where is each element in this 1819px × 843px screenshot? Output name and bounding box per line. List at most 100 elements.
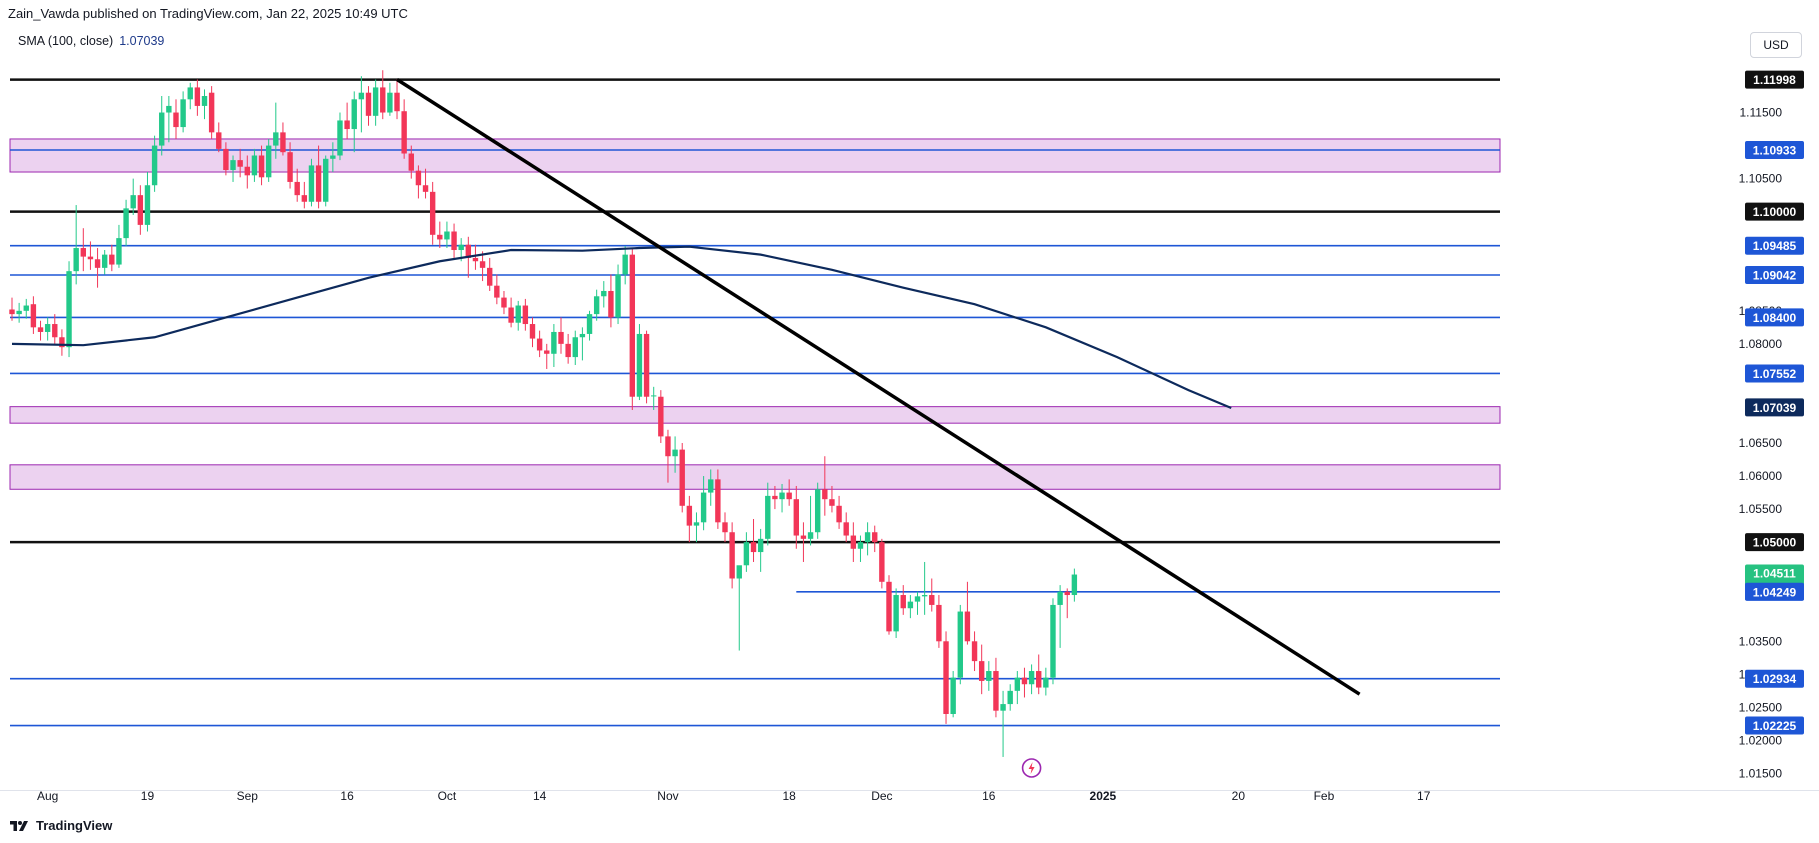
candle-body[interactable] bbox=[536, 338, 543, 351]
candle-body[interactable] bbox=[237, 160, 243, 167]
supply-demand-zone[interactable] bbox=[9, 406, 1501, 424]
candle-body[interactable] bbox=[230, 160, 236, 171]
candle-body[interactable] bbox=[380, 87, 386, 113]
candle-body[interactable] bbox=[629, 254, 636, 397]
candle-body[interactable] bbox=[800, 535, 807, 539]
candle-body[interactable] bbox=[1007, 690, 1013, 705]
candle-body[interactable] bbox=[52, 324, 58, 338]
candle-body[interactable] bbox=[814, 489, 821, 533]
candle-body[interactable] bbox=[558, 331, 564, 344]
candle-body[interactable] bbox=[301, 195, 308, 202]
candle-body[interactable] bbox=[743, 542, 750, 566]
candle-body[interactable] bbox=[494, 285, 500, 298]
candle-body[interactable] bbox=[672, 449, 678, 457]
candle-body[interactable] bbox=[822, 489, 828, 500]
supply-demand-zone[interactable] bbox=[9, 138, 1501, 173]
candle-body[interactable] bbox=[971, 641, 978, 662]
candle-body[interactable] bbox=[686, 505, 693, 526]
candle-body[interactable] bbox=[779, 492, 785, 500]
candle-body[interactable] bbox=[330, 155, 336, 159]
candle-body[interactable] bbox=[351, 99, 357, 130]
candle-body[interactable] bbox=[893, 595, 899, 632]
candle-body[interactable] bbox=[601, 290, 607, 297]
sma-100-line[interactable] bbox=[11, 245, 1232, 409]
candle-body[interactable] bbox=[358, 92, 365, 100]
candle-body[interactable] bbox=[864, 532, 871, 543]
candle-body[interactable] bbox=[772, 495, 778, 500]
candle-body[interactable] bbox=[294, 181, 300, 196]
candle-body[interactable] bbox=[258, 155, 265, 178]
candle-body[interactable] bbox=[978, 661, 985, 681]
candle-body[interactable] bbox=[993, 671, 999, 711]
candle-body[interactable] bbox=[429, 191, 436, 235]
candle-body[interactable] bbox=[636, 333, 643, 397]
candle-body[interactable] bbox=[372, 87, 379, 116]
candle-body[interactable] bbox=[886, 581, 892, 632]
candle-body[interactable] bbox=[251, 155, 258, 176]
candle-body[interactable] bbox=[344, 120, 350, 130]
candle-body[interactable] bbox=[651, 395, 657, 397]
candle-body[interactable] bbox=[907, 601, 914, 609]
candle-body[interactable] bbox=[715, 479, 721, 523]
candle-body[interactable] bbox=[401, 111, 407, 154]
candle-body[interactable] bbox=[700, 492, 707, 523]
candle-body[interactable] bbox=[793, 499, 799, 536]
candle-body[interactable] bbox=[936, 604, 942, 642]
candle-body[interactable] bbox=[914, 596, 921, 602]
candle-body[interactable] bbox=[166, 105, 172, 113]
candle-body[interactable] bbox=[180, 99, 186, 128]
candle-body[interactable] bbox=[201, 96, 208, 106]
candle-body[interactable] bbox=[487, 267, 493, 286]
candle-body[interactable] bbox=[807, 532, 814, 539]
candle-body[interactable] bbox=[73, 248, 79, 272]
candle-body[interactable] bbox=[658, 396, 664, 437]
candle-body[interactable] bbox=[515, 305, 521, 323]
candle-body[interactable] bbox=[643, 333, 650, 397]
candle-body[interactable] bbox=[593, 296, 600, 315]
candle-body[interactable] bbox=[1050, 604, 1056, 678]
candle-body[interactable] bbox=[130, 195, 136, 209]
sma-legend[interactable]: SMA (100, close) 1.07039 bbox=[18, 34, 164, 48]
candle-body[interactable] bbox=[964, 611, 971, 642]
candle-body[interactable] bbox=[829, 499, 835, 506]
candle-body[interactable] bbox=[323, 158, 329, 202]
candle-body[interactable] bbox=[879, 542, 885, 582]
supply-demand-zone[interactable] bbox=[9, 464, 1501, 490]
candle-body[interactable] bbox=[1057, 591, 1063, 605]
candle-body[interactable] bbox=[479, 261, 486, 268]
candle-body[interactable] bbox=[757, 538, 764, 553]
candle-body[interactable] bbox=[836, 505, 842, 523]
candle-body[interactable] bbox=[1000, 704, 1006, 711]
candle-body[interactable] bbox=[1028, 671, 1035, 685]
candle-body[interactable] bbox=[586, 314, 593, 334]
candle-body[interactable] bbox=[458, 244, 464, 251]
candle-body[interactable] bbox=[151, 145, 158, 186]
candle-body[interactable] bbox=[622, 254, 628, 275]
candle-body[interactable] bbox=[187, 87, 193, 100]
descending-trendline[interactable] bbox=[396, 78, 1361, 696]
candle-body[interactable] bbox=[387, 92, 393, 113]
candle-body[interactable] bbox=[579, 333, 586, 338]
candle-body[interactable] bbox=[9, 309, 15, 315]
candle-body[interactable] bbox=[116, 238, 122, 265]
candle-body[interactable] bbox=[608, 290, 614, 318]
candle-body[interactable] bbox=[59, 337, 65, 348]
candle-body[interactable] bbox=[1021, 677, 1028, 685]
candle-body[interactable] bbox=[159, 112, 165, 146]
candle-body[interactable] bbox=[679, 449, 685, 506]
candle-body[interactable] bbox=[786, 492, 792, 500]
candle-body[interactable] bbox=[665, 436, 671, 457]
candle-body[interactable] bbox=[729, 532, 735, 579]
candle-body[interactable] bbox=[722, 522, 728, 533]
candle-body[interactable] bbox=[522, 305, 529, 325]
candle-body[interactable] bbox=[315, 165, 322, 202]
candle-body[interactable] bbox=[101, 254, 108, 268]
candle-body[interactable] bbox=[208, 92, 215, 133]
candle-body[interactable] bbox=[1036, 671, 1042, 688]
tradingview-brand[interactable]: TradingView bbox=[8, 818, 112, 833]
candle-body[interactable] bbox=[37, 327, 44, 332]
candle-body[interactable] bbox=[87, 256, 94, 260]
candle-body[interactable] bbox=[337, 120, 343, 156]
candle-body[interactable] bbox=[943, 641, 949, 714]
